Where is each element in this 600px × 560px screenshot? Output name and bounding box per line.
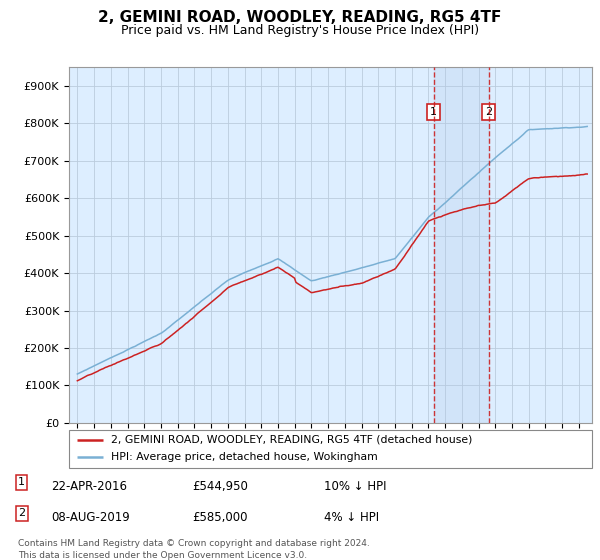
- Text: 22-APR-2016: 22-APR-2016: [51, 480, 127, 493]
- Text: 2: 2: [18, 508, 25, 519]
- Text: HPI: Average price, detached house, Wokingham: HPI: Average price, detached house, Woki…: [111, 452, 377, 463]
- Text: £544,950: £544,950: [192, 480, 248, 493]
- Text: 08-AUG-2019: 08-AUG-2019: [51, 511, 130, 524]
- Text: 10% ↓ HPI: 10% ↓ HPI: [324, 480, 386, 493]
- Text: 2, GEMINI ROAD, WOODLEY, READING, RG5 4TF (detached house): 2, GEMINI ROAD, WOODLEY, READING, RG5 4T…: [111, 435, 472, 445]
- Text: 1: 1: [430, 107, 437, 117]
- FancyBboxPatch shape: [69, 430, 592, 468]
- Text: 1: 1: [18, 477, 25, 487]
- Text: 2: 2: [485, 107, 492, 117]
- Text: Price paid vs. HM Land Registry's House Price Index (HPI): Price paid vs. HM Land Registry's House …: [121, 24, 479, 36]
- Text: £585,000: £585,000: [192, 511, 248, 524]
- Text: 2, GEMINI ROAD, WOODLEY, READING, RG5 4TF: 2, GEMINI ROAD, WOODLEY, READING, RG5 4T…: [98, 10, 502, 25]
- Text: 4% ↓ HPI: 4% ↓ HPI: [324, 511, 379, 524]
- Bar: [434, 67, 488, 423]
- Text: Contains HM Land Registry data © Crown copyright and database right 2024.
This d: Contains HM Land Registry data © Crown c…: [18, 539, 370, 559]
